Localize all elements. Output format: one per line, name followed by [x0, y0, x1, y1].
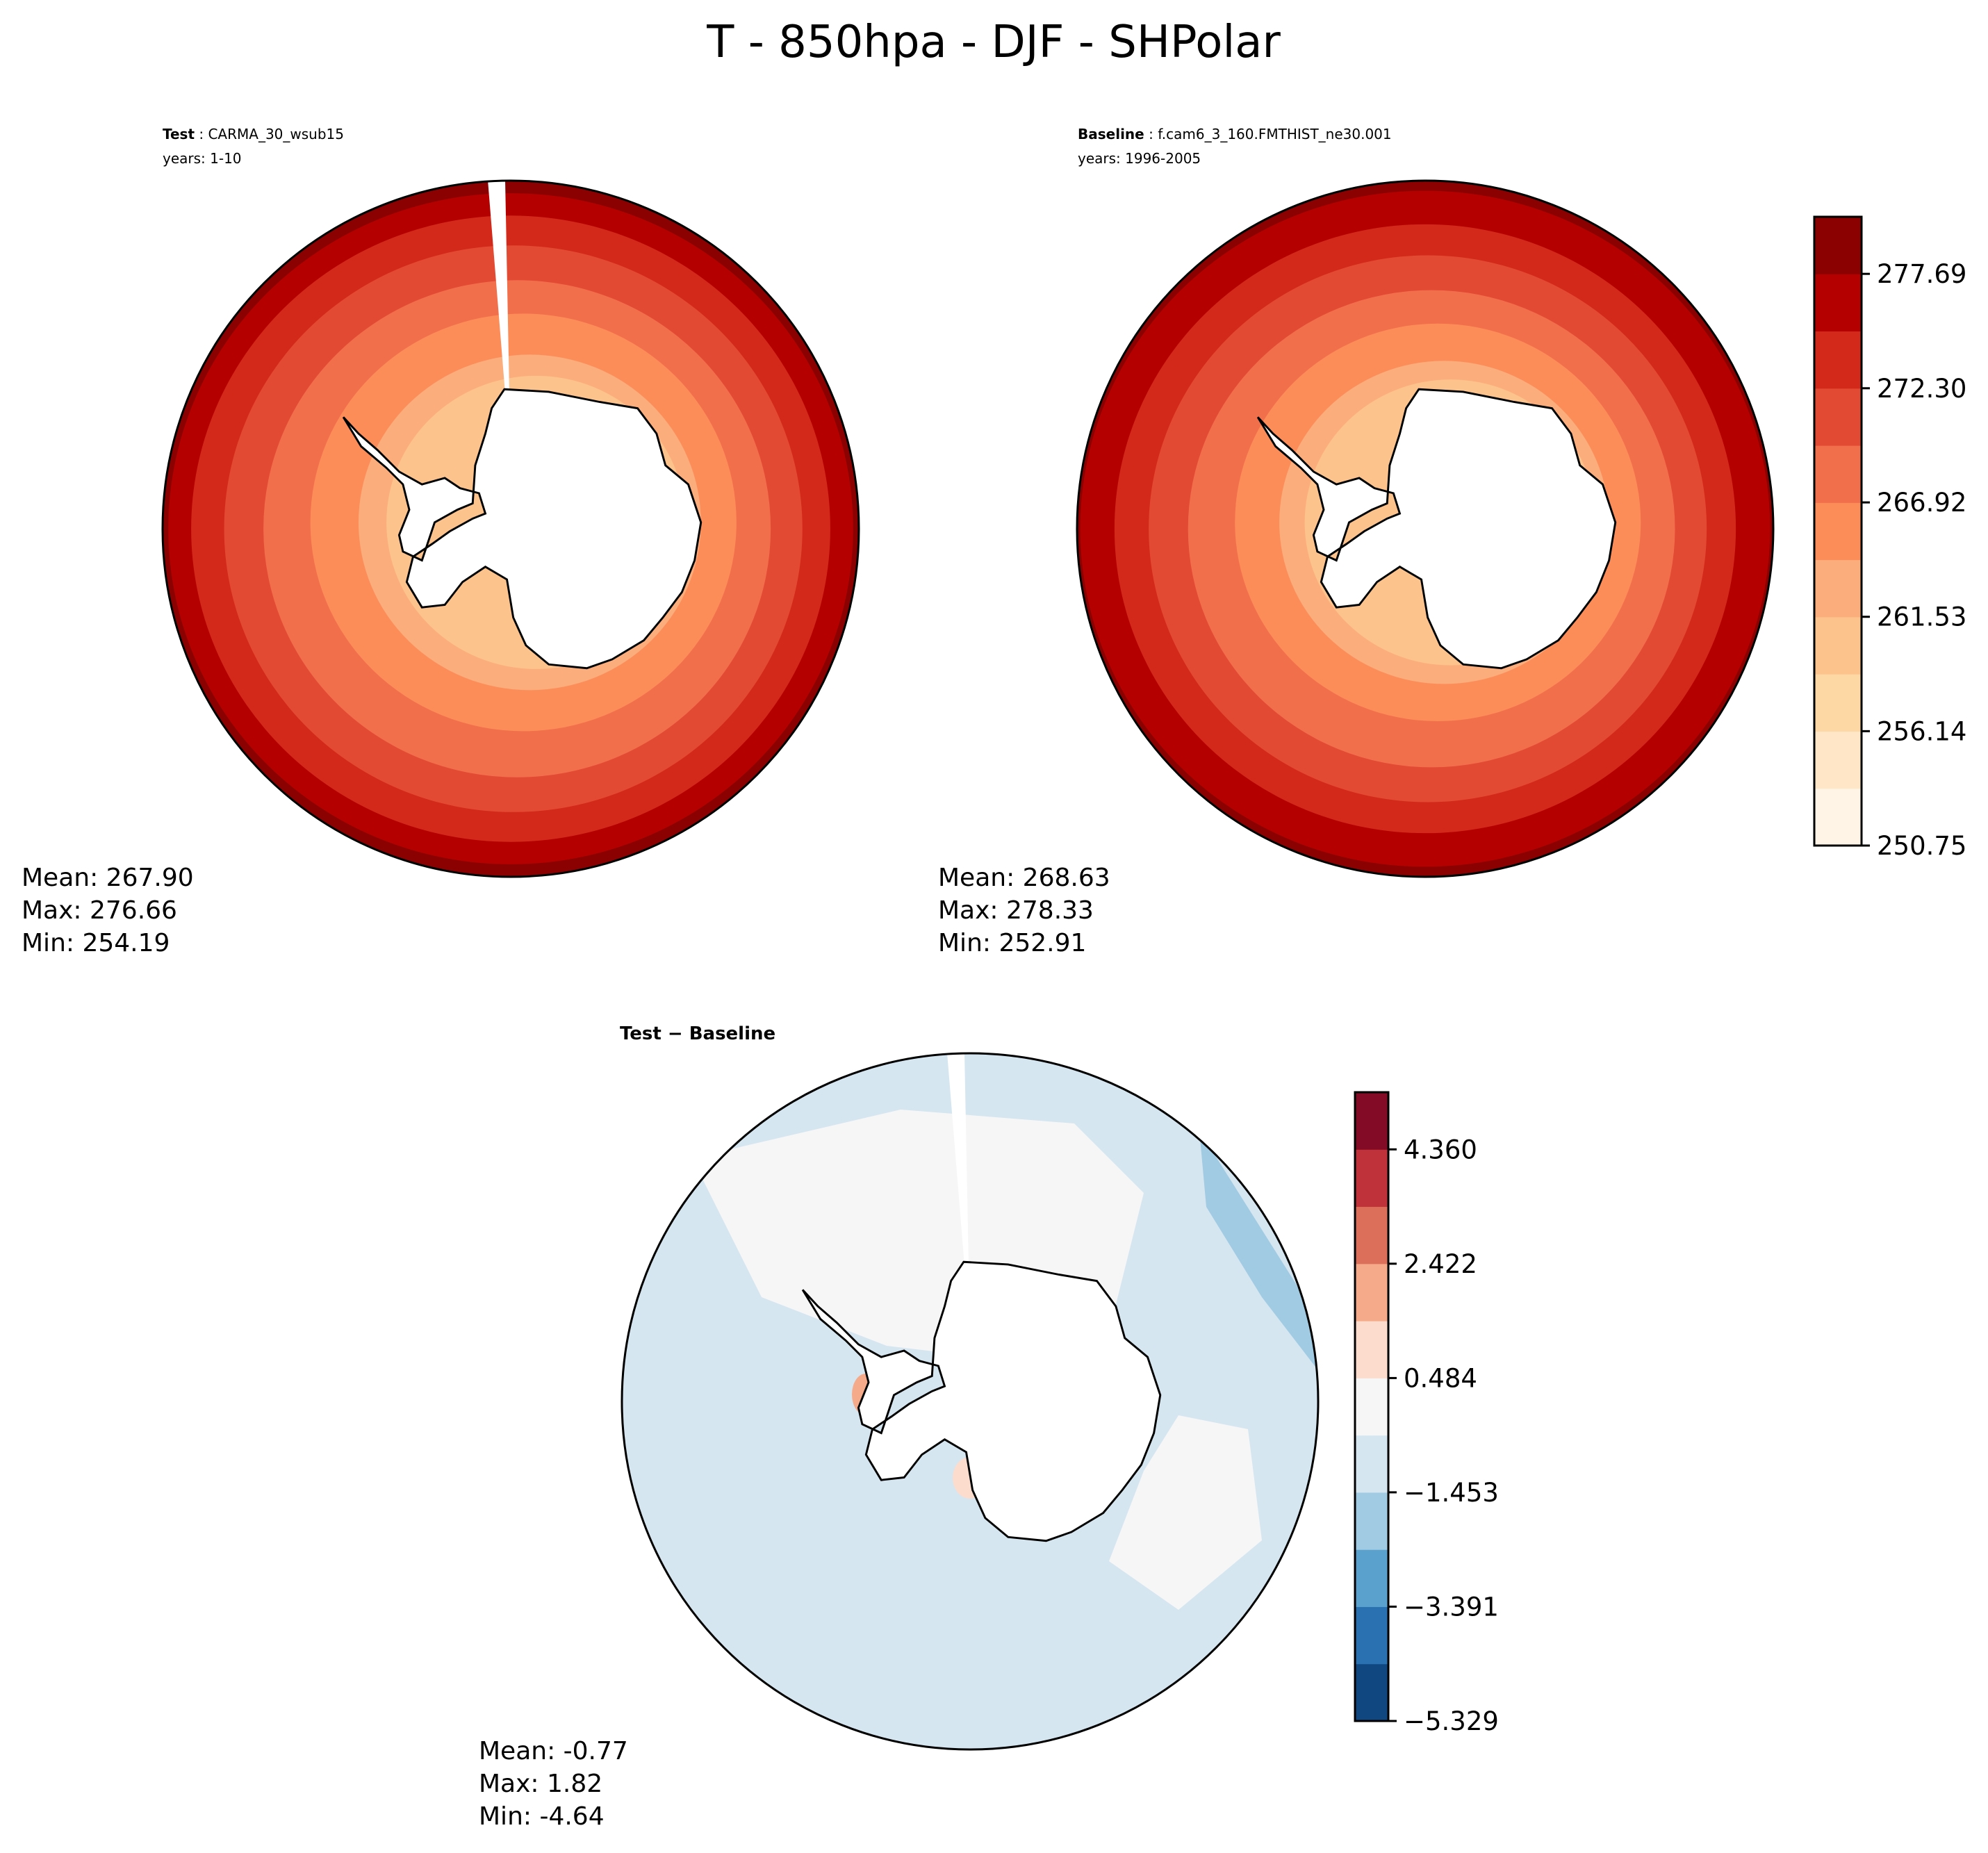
temperature-colorbar: 250.75 256.14 261.53 266.92 272.30 277.69: [1813, 215, 1966, 861]
baseline-mean: Mean: 268.63: [938, 864, 1110, 892]
colorbar-band: [1355, 1549, 1388, 1607]
colorbar-band: [1355, 1149, 1388, 1208]
colorbar-band: [1355, 1263, 1388, 1321]
test-years: years: 1-10: [163, 150, 242, 167]
baseline-map: [1076, 180, 1774, 878]
colorbar-tick-label: 272.30: [1877, 374, 1966, 404]
baseline-case-name: f.cam6_3_160.FMTHIST_ne30.001: [1158, 126, 1391, 142]
colorbar-frame: [1354, 1091, 1390, 1722]
colorbar-band: [1814, 217, 1862, 274]
test-map: [162, 180, 860, 878]
colorbar-tick-label: 266.92: [1877, 488, 1966, 518]
colorbar-band: [1355, 1321, 1388, 1378]
colorbar-tick-label: 0.484: [1404, 1363, 1477, 1393]
missing-data-wedge: [488, 180, 509, 393]
colorbar-band: [1814, 559, 1862, 618]
colorbar-tick-label: 4.360: [1404, 1135, 1477, 1164]
colorbar-band: [1355, 1606, 1388, 1665]
test-min: Min: 254.19: [22, 929, 170, 957]
diff-mean: Mean: -0.77: [479, 1737, 628, 1765]
colorbar-tick-label: 261.53: [1877, 602, 1966, 632]
colorbar-band: [1355, 1378, 1388, 1436]
colorbar-band: [1355, 1663, 1388, 1722]
test-mean: Mean: 267.90: [22, 864, 194, 892]
colorbar-band: [1814, 274, 1862, 332]
diff-max: Max: 1.82: [479, 1770, 602, 1798]
test-panel-label: Test : CARMA_30_wsub15: [163, 126, 344, 142]
diff-map: [621, 1053, 1319, 1750]
colorbar-band: [1814, 788, 1862, 846]
colorbar-tick-label: 277.69: [1877, 259, 1966, 289]
colorbar-band: [1814, 674, 1862, 732]
colorbar-tick-label: 2.422: [1404, 1249, 1477, 1279]
baseline-panel-label: Baseline : f.cam6_3_160.FMTHIST_ne30.001: [1078, 126, 1392, 142]
baseline-years: years: 1996-2005: [1078, 150, 1201, 167]
diff-panel-label: Test − Baseline: [620, 1023, 775, 1044]
map-boundary: [621, 1052, 1320, 1751]
colorbar-band: [1814, 502, 1862, 561]
colorbar-band: [1814, 616, 1862, 675]
test-label-bold: Test: [163, 126, 195, 142]
colorbar-band: [1814, 388, 1862, 446]
map-boundary: [1076, 179, 1775, 878]
colorbar-tick-label: −1.453: [1404, 1478, 1499, 1508]
baseline-min: Min: 252.91: [938, 929, 1086, 957]
colorbar-band: [1355, 1092, 1388, 1150]
colorbar-tick-label: 256.14: [1877, 716, 1966, 746]
baseline-label-bold: Baseline: [1078, 126, 1144, 142]
colorbar-band: [1814, 445, 1862, 503]
baseline-max: Max: 278.33: [938, 896, 1094, 925]
colorbar-tick-label: −5.329: [1404, 1706, 1499, 1736]
map-boundary: [161, 179, 860, 878]
colorbar-band: [1814, 731, 1862, 789]
test-case-name: CARMA_30_wsub15: [208, 126, 344, 142]
contour-band: [1199, 1130, 1319, 1387]
difference-colorbar: −5.329 −3.391 −1.453 0.484 2.422 4.360: [1354, 1091, 1499, 1736]
contour-band: [1109, 1415, 1262, 1610]
colorbar-band: [1355, 1435, 1388, 1493]
colorbar-tick-label: 250.75: [1877, 831, 1966, 861]
test-max: Max: 276.66: [22, 896, 177, 925]
diff-min: Min: -4.64: [479, 1802, 605, 1831]
colorbar-tick-label: −3.391: [1404, 1592, 1499, 1622]
missing-data-wedge: [947, 1053, 969, 1266]
colorbar-band: [1814, 331, 1862, 389]
colorbar-band: [1355, 1492, 1388, 1550]
figure-title: T - 850hpa - DJF - SHPolar: [706, 17, 1281, 68]
colorbar-frame: [1813, 215, 1863, 847]
colorbar-band: [1355, 1206, 1388, 1265]
